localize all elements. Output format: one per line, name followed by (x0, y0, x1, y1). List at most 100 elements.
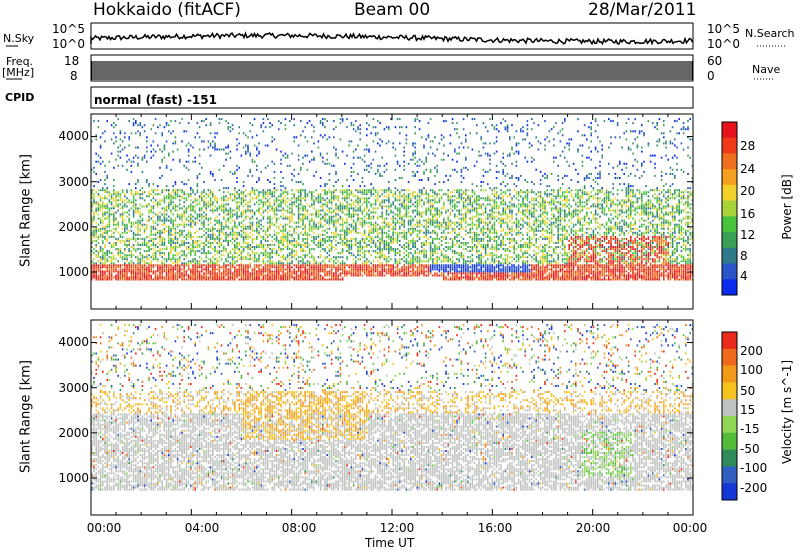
heatmap-cell (104, 264, 106, 267)
heatmap-cell (385, 235, 388, 238)
heatmap-cell (126, 211, 128, 214)
heatmap-cell (366, 268, 368, 271)
heatmap-cell (385, 211, 388, 214)
heatmap-cell (165, 258, 168, 261)
heatmap-cell (97, 276, 100, 279)
heatmap-cell (410, 227, 412, 230)
heatmap-cell (231, 264, 234, 267)
heatmap-cell (337, 233, 339, 236)
heatmap-cell (104, 229, 106, 232)
heatmap-cell (337, 221, 339, 224)
heatmap-cell (286, 197, 289, 200)
heatmap-cell (168, 268, 170, 271)
heatmap-cell (306, 239, 309, 242)
heatmap-cell (286, 242, 289, 244)
heatmap-cell (315, 223, 317, 226)
heatmap-cell (159, 229, 161, 232)
heatmap-cell (91, 191, 93, 194)
heatmap-cell (286, 191, 289, 194)
heatmap-cell (121, 264, 124, 267)
heatmap-cell (183, 274, 185, 277)
heatmap-cell (196, 242, 199, 244)
heatmap-cell (311, 268, 313, 271)
heatmap-cell (350, 166, 353, 169)
heatmap-cell (363, 199, 366, 202)
heatmap-cell (280, 203, 282, 206)
heatmap-cell (108, 217, 111, 220)
heatmap-cell (407, 270, 410, 273)
heatmap-cell (198, 162, 201, 165)
heatmap-cell (311, 227, 313, 230)
heatmap-cell (115, 223, 117, 226)
heatmap-cell (132, 244, 135, 246)
heatmap-cell (128, 221, 130, 224)
heatmap-cell (143, 229, 146, 232)
heatmap-cell (410, 193, 412, 196)
heatmap-cell (251, 174, 254, 177)
heatmap-cell (388, 201, 390, 204)
heatmap-cell (218, 189, 221, 192)
heatmap-cell (403, 197, 405, 200)
heatmap-cell (223, 205, 225, 208)
heatmap-cell (137, 209, 139, 212)
heatmap-cell (198, 264, 201, 267)
heatmap-cell (253, 213, 256, 216)
heatmap-cell (390, 268, 392, 271)
heatmap-cell (159, 268, 161, 271)
heatmap-cell (289, 239, 291, 242)
heatmap-cell (304, 231, 306, 234)
heatmap-cell (264, 270, 267, 273)
heatmap-cell (280, 162, 282, 165)
heatmap-cell (231, 260, 234, 263)
heatmap-cell (150, 270, 152, 273)
heatmap-cell (322, 229, 324, 232)
heatmap-cell (341, 229, 344, 232)
heatmap-cell (267, 221, 269, 224)
heatmap-cell (176, 258, 179, 261)
heatmap-cell (172, 223, 174, 226)
heatmap-cell (339, 122, 342, 125)
heatmap-cell (355, 242, 357, 244)
heatmap-cell (117, 276, 119, 279)
heatmap-cell (119, 213, 122, 216)
heatmap-cell (401, 223, 403, 226)
heatmap-cell (337, 217, 339, 220)
heatmap-cell (359, 185, 361, 188)
heatmap-cell (271, 270, 273, 273)
heatmap-cell (117, 274, 119, 277)
heatmap-cell (152, 201, 155, 204)
heatmap-cell (335, 244, 337, 246)
heatmap-cell (326, 138, 328, 141)
heatmap-cell (154, 221, 157, 224)
heatmap-cell (359, 189, 361, 192)
heatmap-cell (355, 120, 357, 123)
heatmap-cell (291, 152, 293, 155)
heatmap-cell (218, 246, 221, 248)
heatmap-cell (271, 266, 273, 269)
heatmap-cell (315, 197, 317, 200)
heatmap-cell (394, 191, 397, 194)
heatmap-cell (119, 270, 122, 273)
heatmap-cell (192, 207, 194, 210)
heatmap-cell (271, 260, 273, 263)
heatmap-cell (223, 203, 225, 206)
heatmap-cell (249, 248, 251, 251)
heatmap-cell (361, 268, 364, 271)
heatmap-cell (284, 203, 287, 206)
heatmap-cell (304, 197, 306, 200)
heatmap-cell (317, 193, 320, 196)
heatmap-cell (242, 201, 245, 204)
heatmap-cell (170, 250, 172, 253)
heatmap-cell (161, 248, 163, 251)
heatmap-cell (385, 223, 388, 226)
heatmap-cell (319, 242, 322, 244)
heatmap-cell (401, 219, 403, 222)
heatmap-cell (392, 248, 394, 251)
heatmap-cell (339, 262, 342, 265)
heatmap-cell (368, 215, 370, 218)
heatmap-cell (275, 205, 278, 208)
heatmap-cell (304, 256, 306, 259)
heatmap-cell (311, 272, 313, 275)
heatmap-cell (335, 172, 337, 175)
heatmap-cell (91, 233, 93, 236)
